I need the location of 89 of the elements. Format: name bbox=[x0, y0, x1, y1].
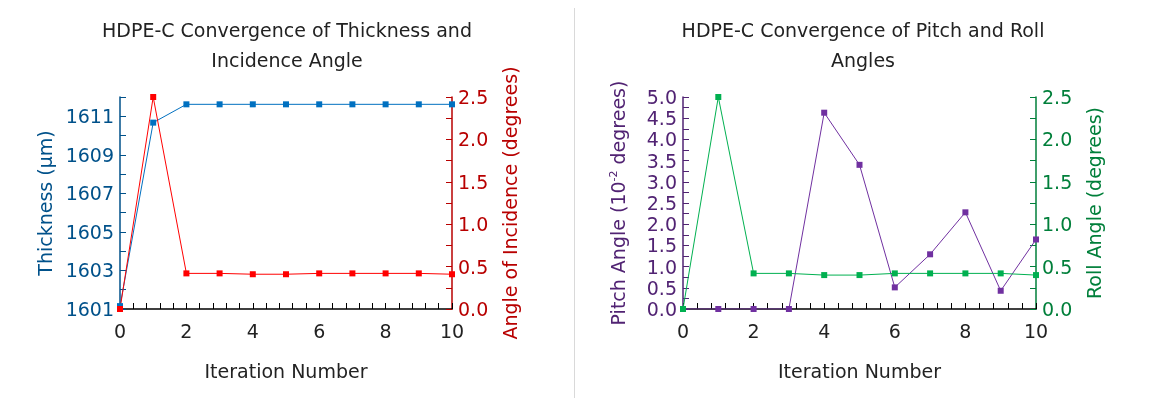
point bbox=[750, 270, 757, 277]
y2-tick-label: 2.5 bbox=[1042, 86, 1073, 108]
y-tick-label: 2.0 bbox=[646, 213, 677, 236]
y2-tick-label: 0.0 bbox=[1042, 298, 1073, 320]
point bbox=[1033, 236, 1039, 243]
point bbox=[750, 306, 757, 312]
point bbox=[856, 161, 863, 168]
y-tick-label: 1607 bbox=[65, 182, 114, 205]
y-tick-label: 1605 bbox=[65, 220, 114, 243]
point bbox=[927, 270, 934, 277]
y2-axis-title: Angle of Incidence (degrees) bbox=[498, 66, 521, 340]
y-tick-label: 1601 bbox=[65, 298, 114, 320]
x-tick-label: 8 bbox=[379, 319, 392, 342]
point bbox=[415, 270, 422, 277]
point bbox=[349, 101, 356, 108]
y-tick-label: 2.5 bbox=[646, 192, 677, 214]
x-tick-label: 8 bbox=[959, 319, 972, 342]
y-tick-label: 1611 bbox=[65, 105, 114, 128]
point bbox=[249, 101, 256, 108]
point bbox=[316, 270, 323, 277]
point bbox=[927, 251, 934, 258]
point bbox=[216, 101, 223, 108]
y-tick-label: 4.0 bbox=[646, 128, 677, 151]
y-axis-title: Thickness (µm) bbox=[34, 130, 57, 277]
y2-axis-title: Roll Angle (degrees) bbox=[1082, 107, 1105, 299]
y2-tick-label: 0.5 bbox=[458, 255, 489, 278]
y2-tick-label: 0.0 bbox=[458, 298, 489, 320]
y2-tick-label: 2.0 bbox=[1042, 128, 1073, 151]
y2-tick-label: 0.5 bbox=[1042, 255, 1073, 278]
point bbox=[382, 270, 389, 277]
x-tick-label: 0 bbox=[676, 319, 690, 342]
point bbox=[856, 272, 863, 279]
y-tick-label: 4.5 bbox=[646, 107, 677, 130]
x-tick-label: 2 bbox=[180, 319, 193, 342]
point bbox=[715, 94, 722, 100]
point bbox=[316, 101, 323, 108]
point bbox=[449, 271, 455, 278]
y2-tick-label: 2.5 bbox=[458, 86, 489, 108]
y-tick-label: 1609 bbox=[65, 143, 114, 166]
point bbox=[415, 101, 422, 108]
point bbox=[183, 101, 190, 108]
y-tick-label: 1.0 bbox=[646, 255, 677, 278]
y2-tick-label: 2.0 bbox=[458, 128, 489, 151]
point bbox=[715, 306, 722, 312]
chart-title: HDPE-C Convergence of Thickness and Incidence Angle bbox=[102, 19, 472, 71]
x-tick-label: 10 bbox=[439, 319, 465, 342]
point bbox=[216, 270, 223, 277]
x-tick-label: 4 bbox=[246, 319, 259, 342]
point bbox=[449, 101, 455, 108]
x-tick-label: 4 bbox=[818, 319, 831, 342]
point bbox=[785, 270, 792, 277]
x-tick-label: 0 bbox=[113, 319, 127, 342]
x-tick-label: 2 bbox=[747, 319, 760, 342]
point bbox=[283, 101, 289, 108]
point bbox=[821, 109, 828, 116]
x-axis-title: Iteration Number bbox=[204, 359, 368, 382]
y2-tick-label: 1.0 bbox=[458, 213, 489, 236]
chart-title: HDPE-C Convergence of Pitch and Roll Angles bbox=[681, 19, 1045, 71]
point bbox=[249, 271, 256, 278]
y-axis-title: Pitch Angle (10-2 degrees) bbox=[606, 80, 629, 326]
point bbox=[150, 94, 157, 100]
y-tick-label: 5.0 bbox=[646, 86, 677, 108]
y-tick-label: 1603 bbox=[65, 259, 114, 282]
point bbox=[821, 272, 828, 279]
point bbox=[150, 119, 157, 126]
x-tick-label: 6 bbox=[313, 319, 326, 342]
y2-tick-label: 1.5 bbox=[458, 170, 489, 193]
y-tick-label: 0.0 bbox=[646, 298, 677, 320]
point bbox=[183, 270, 190, 277]
x-tick-label: 6 bbox=[888, 319, 901, 342]
point bbox=[997, 270, 1004, 277]
point bbox=[891, 284, 898, 291]
point bbox=[382, 101, 389, 108]
y-tick-label: 1.5 bbox=[646, 234, 677, 257]
y-tick-label: 3.5 bbox=[646, 149, 677, 172]
y-tick-label: 0.5 bbox=[646, 276, 677, 299]
point bbox=[997, 287, 1004, 294]
point bbox=[349, 270, 356, 277]
point bbox=[1033, 272, 1039, 279]
x-tick-label: 10 bbox=[1023, 319, 1049, 342]
y2-tick-label: 1.0 bbox=[1042, 213, 1073, 236]
point bbox=[962, 209, 969, 216]
y-tick-label: 3.0 bbox=[646, 170, 677, 193]
x-axis-title: Iteration Number bbox=[778, 359, 942, 382]
point bbox=[962, 270, 969, 277]
point bbox=[785, 306, 792, 312]
point bbox=[891, 270, 898, 277]
y2-tick-label: 1.5 bbox=[1042, 170, 1073, 193]
point bbox=[283, 271, 289, 278]
